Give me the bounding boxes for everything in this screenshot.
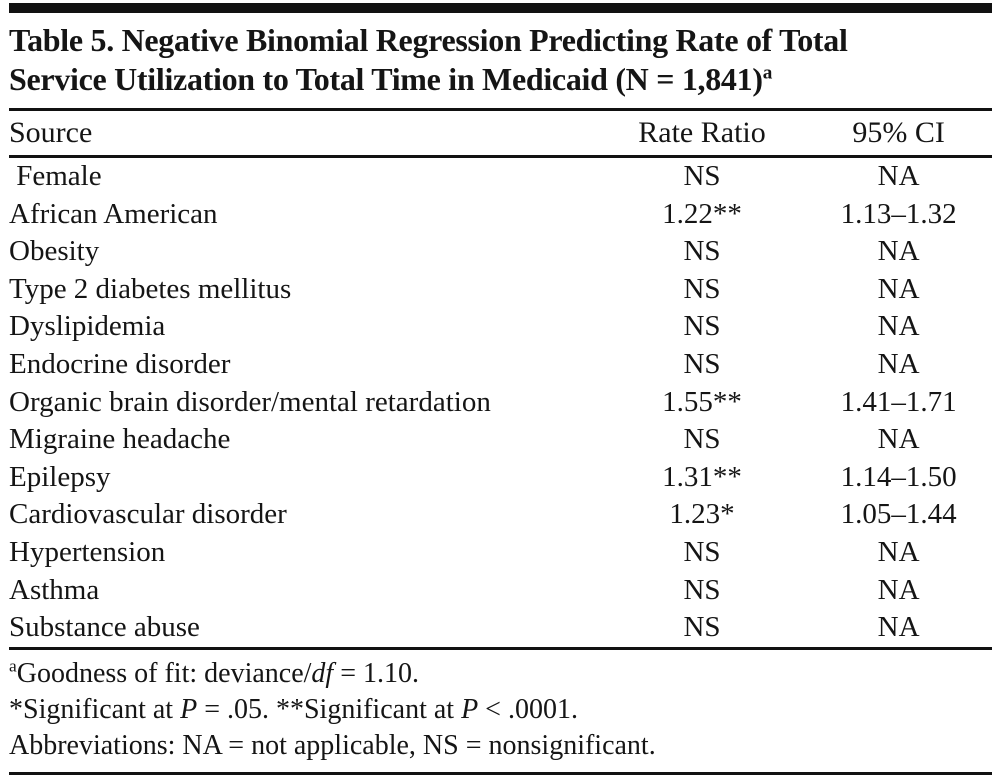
rate-ratio-cell: 1.55** [662,385,742,418]
table-row: Type 2 diabetes mellitus NS NA [9,271,992,309]
source-cell: Organic brain disorder/mental retardatio… [9,385,491,418]
footnote-goodness-text: Goodness of fit: deviance/ [16,657,312,689]
ci-cell: NA [877,535,920,568]
table-row: Hypertension NS NA [9,534,992,572]
rate-ratio-cell: NS [683,423,721,456]
title-divider-rule [9,108,992,111]
source-cell: Hypertension [9,535,166,568]
rate-ratio-cell: NS [683,160,721,192]
ci-cell: NA [877,347,920,380]
ci-cell: NA [877,573,920,606]
footnote-abbreviations: Abbreviations: NA = not applicable, NS =… [9,729,656,761]
footnote-divider-rule [9,646,992,650]
footnote-goodness-df: df [311,657,334,689]
rate-ratio-cell: 1.22** [662,197,742,230]
rate-ratio-cell: NS [683,235,721,268]
footnote-goodness-of-fit: aGoodness of fit: deviance/df = 1.10. [9,656,992,692]
source-cell: Female [9,160,102,192]
table-row: Endocrine disorder NS NA [9,346,992,384]
ci-cell: NA [877,611,920,644]
rate-ratio-cell: 1.31** [662,460,742,493]
table-row: Obesity NS NA [9,233,992,271]
footnote-significance: *Significant at P = .05. **Significant a… [9,692,992,728]
ci-cell: NA [877,235,920,268]
table-row: Migraine headache NS NA [9,421,992,459]
header-row: Source Rate Ratio 95% CI [9,111,992,157]
ci-cell: NA [877,423,920,456]
ci-cell: NA [877,160,920,192]
source-cell: Type 2 diabetes mellitus [9,272,292,305]
table-title-line-2: Service Utilization to Total Time in Med… [9,60,992,99]
source-cell: Endocrine disorder [9,347,231,380]
source-cell: Cardiovascular disorder [9,498,287,531]
table-row: Female NS NA [9,157,992,196]
rate-ratio-cell: NS [683,611,721,644]
source-cell: Asthma [9,573,100,606]
table-title: Table 5. Negative Binomial Regression Pr… [9,13,992,108]
column-header-rate-ratio: Rate Ratio [638,116,766,149]
source-cell: African American [9,197,218,230]
table-row: Dyslipidemia NS NA [9,308,992,346]
footnote-significance-text-1: *Significant at [9,693,181,725]
bottom-rule [9,771,992,775]
ci-cell: 1.14–1.50 [840,460,957,493]
source-cell: Dyslipidemia [9,310,166,343]
table-title-line-1: Table 5. Negative Binomial Regression Pr… [9,22,848,58]
rate-ratio-cell: NS [683,272,721,305]
table-row: Substance abuse NS NA [9,609,992,647]
source-cell: Substance abuse [9,611,200,644]
regression-table: Source Rate Ratio 95% CI Female NS NA Af… [9,111,992,647]
ci-cell: NA [877,272,920,305]
ci-cell: NA [877,310,920,343]
footnote-marker-a: a [9,656,17,676]
table-row: Organic brain disorder/mental retardatio… [9,384,992,422]
table-row: Cardiovascular disorder 1.23* 1.05–1.44 [9,496,992,534]
rate-ratio-cell: NS [683,310,721,343]
ci-cell: 1.41–1.71 [840,385,957,418]
column-header-ci: 95% CI [852,116,945,149]
table-row: Asthma NS NA [9,572,992,610]
footnote-significance-text-2: = .05. **Significant at [197,693,462,725]
rate-ratio-cell: NS [683,573,721,606]
source-cell: Migraine headache [9,423,231,456]
table-row: Epilepsy 1.31** 1.14–1.50 [9,459,992,497]
rate-ratio-cell: NS [683,347,721,380]
rate-ratio-cell: 1.23* [669,498,735,531]
title-footnote-marker: a [762,62,773,84]
footnote-significance-p2: P [461,693,479,725]
table-title-line-2-text: Service Utilization to Total Time in Med… [9,61,763,97]
footnote-significance-p1: P [180,693,198,725]
footnotes-block: aGoodness of fit: deviance/df = 1.10. *S… [9,650,992,772]
source-cell: Epilepsy [9,460,111,493]
source-cell: Obesity [9,235,100,268]
ci-cell: 1.13–1.32 [840,197,957,230]
footnote-significance-text-3: < .0001. [478,693,578,725]
rate-ratio-cell: NS [683,535,721,568]
top-bar-rule [9,3,992,13]
table-row: African American 1.22** 1.13–1.32 [9,196,992,234]
footnote-goodness-value: = 1.10. [333,657,419,689]
ci-cell: 1.05–1.44 [840,498,957,531]
column-header-source: Source [9,116,93,149]
